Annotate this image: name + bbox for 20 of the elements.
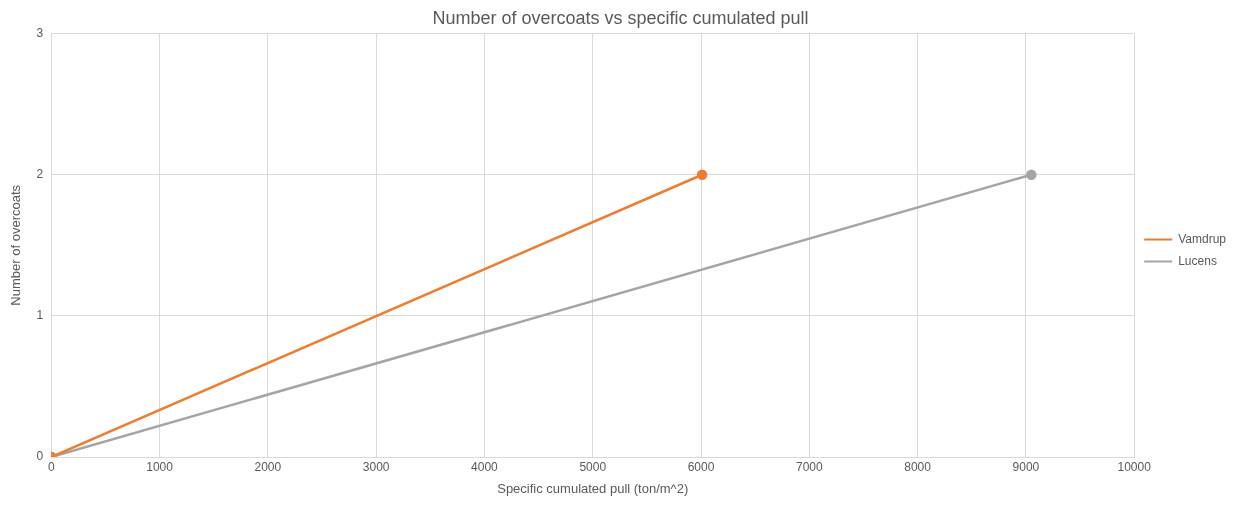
x-tick-label: 8000 <box>904 459 932 474</box>
legend-label: Vamdrup <box>1178 231 1227 246</box>
legend-label: Lucens <box>1178 253 1217 268</box>
x-tick-label: 7000 <box>795 459 823 474</box>
chart-title: Number of overcoats vs specific cumulated pull <box>432 7 809 28</box>
y-tick-label: 1 <box>36 308 44 323</box>
x-tick-label: 5000 <box>579 459 607 474</box>
x-tick-label: 2000 <box>254 459 282 474</box>
y-tick-label: 2 <box>36 167 44 182</box>
y-tick-label: 0 <box>36 449 44 464</box>
x-tick-label: 4000 <box>471 459 499 474</box>
y-tick-label: 3 <box>36 25 44 40</box>
x-tick-label: 6000 <box>687 459 715 474</box>
x-tick-label: 9000 <box>1012 459 1040 474</box>
x-tick-label: 1000 <box>146 459 174 474</box>
x-tick-label: 0 <box>47 459 55 474</box>
y-axis-title: Number of overcoats <box>8 184 24 306</box>
x-tick-label: 10000 <box>1117 459 1152 474</box>
x-tick-label: 3000 <box>362 459 390 474</box>
x-axis-title: Specific cumulated pull (ton/m^2) <box>497 480 689 496</box>
